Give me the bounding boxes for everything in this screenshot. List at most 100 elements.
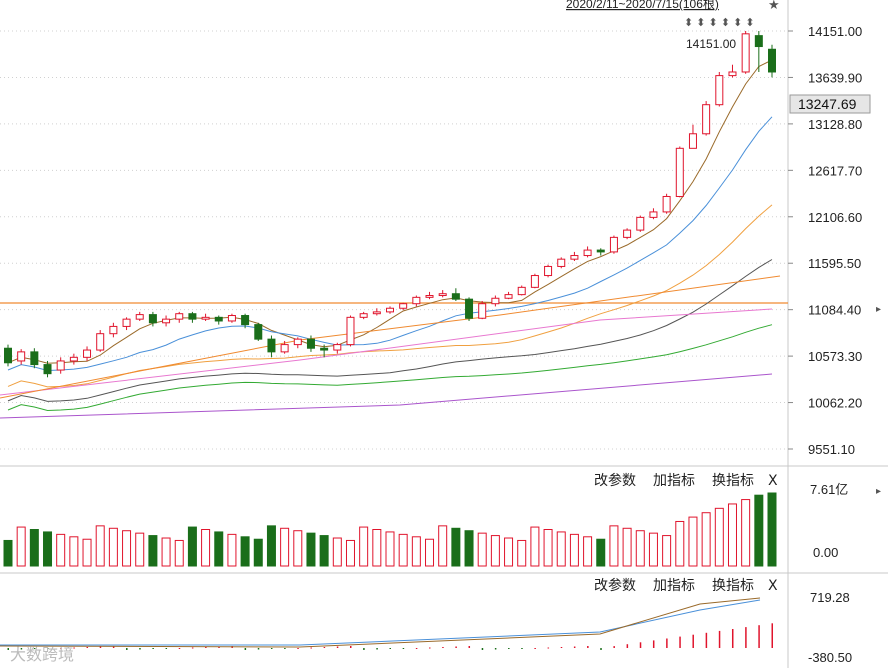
volume-bar (543, 529, 553, 567)
scroll-right-icon[interactable]: ▸ (876, 304, 881, 315)
ma-line (0, 373, 773, 419)
volume-bar (556, 531, 566, 567)
candle-body (662, 195, 671, 213)
macd-bar (415, 648, 418, 649)
volume-bar (3, 539, 13, 567)
candle-body (636, 216, 645, 231)
volume-bar (253, 538, 263, 567)
volume-bar (148, 535, 158, 567)
volume-bar (648, 532, 658, 567)
macd-bar (126, 648, 128, 650)
ma-line (7, 59, 773, 364)
macd-bar (363, 648, 365, 650)
candle-body (148, 314, 157, 324)
macd-bar (718, 630, 721, 648)
candle-body (109, 325, 118, 335)
candle-body (741, 33, 750, 73)
price-tick-label: 11084.40 (808, 303, 861, 318)
macd-bar (112, 646, 115, 648)
candle-body (122, 318, 131, 327)
macd-bar (429, 647, 431, 649)
price-tick-label: 9551.10 (808, 442, 855, 457)
candle-body (56, 360, 65, 371)
macd-bar (402, 648, 405, 649)
macd-bar (165, 648, 168, 649)
macd-bar (47, 648, 49, 649)
macd-add-indicator-button[interactable]: 加指标 (653, 578, 695, 594)
candle-body (359, 313, 368, 318)
volume-bar (569, 533, 579, 567)
volume-bar (411, 536, 421, 567)
candle-body (372, 311, 381, 315)
volume-bar (293, 530, 303, 567)
volume-close-icon[interactable]: X (768, 473, 778, 489)
candle-body (478, 303, 487, 319)
candle-body (280, 344, 289, 353)
volume-bar (701, 512, 711, 567)
candle-body (557, 258, 566, 267)
candle-body (451, 293, 460, 300)
macd-close-icon[interactable]: X (768, 578, 778, 594)
candle-body (162, 318, 171, 324)
macd-bar (600, 648, 602, 650)
candle-body (728, 71, 737, 77)
candle-body (623, 229, 632, 238)
volume-bar (280, 527, 290, 567)
volume-edit-params-button[interactable]: 改参数 (594, 472, 636, 489)
price-tick-label: 12617.70 (808, 163, 862, 178)
star-icon[interactable]: ★ (768, 0, 780, 12)
macd-bar (60, 648, 62, 649)
candle-body (596, 249, 605, 253)
volume-scroll-icon[interactable]: ▸ (876, 486, 881, 497)
macd-bar (626, 644, 629, 648)
candle-body (201, 316, 210, 320)
macd-bar (442, 647, 444, 648)
volume-bar (517, 539, 527, 567)
macd-bar (33, 648, 36, 649)
macd-bar (508, 648, 510, 649)
macd-bar (679, 636, 681, 648)
price-tick-label: 13639.90 (808, 70, 862, 85)
macd-bar (468, 646, 471, 648)
macd-switch-indicator-button[interactable]: 换指标 (712, 577, 754, 594)
volume-switch-indicator-button[interactable]: 换指标 (712, 472, 754, 489)
macd-bar (99, 646, 102, 648)
candle-body (30, 351, 39, 366)
volume-bar (69, 536, 79, 567)
macd-bar (481, 648, 484, 650)
candle-body (69, 356, 78, 362)
candle-body (675, 147, 684, 197)
macd-bar (297, 648, 299, 649)
candle-body (320, 347, 329, 351)
candle-body (214, 316, 223, 322)
macd-edit-params-button[interactable]: 改参数 (594, 577, 636, 594)
macd-bar (152, 648, 154, 649)
ma-line (0, 275, 781, 399)
volume-bar (201, 529, 211, 567)
macd-bar (244, 648, 247, 650)
macd-bar (336, 646, 339, 648)
volume-bar (319, 535, 329, 567)
macd-bar (310, 647, 312, 649)
price-tick-label: 10062.20 (808, 396, 862, 411)
date-range-label[interactable]: 2020/2/11~2020/7/15(106根) (566, 0, 719, 11)
candle-body (399, 303, 408, 309)
macd-bar (771, 623, 773, 648)
volume-bar (583, 536, 593, 567)
candle-body (583, 249, 592, 257)
macd-bar (731, 629, 734, 648)
volume-bar (662, 535, 672, 567)
price-tick-label: 14151.00 (808, 24, 862, 39)
volume-bar (43, 531, 53, 567)
macd-tick-top: 719.28 (810, 590, 850, 605)
volume-add-indicator-button[interactable]: 加指标 (653, 473, 695, 489)
volume-bar (754, 494, 764, 567)
macd-bar (560, 647, 563, 648)
volume-bar (108, 527, 118, 567)
macd-bar (284, 648, 286, 649)
candle-body (96, 333, 105, 351)
macd-bar (389, 648, 391, 649)
volume-bar (95, 525, 105, 567)
